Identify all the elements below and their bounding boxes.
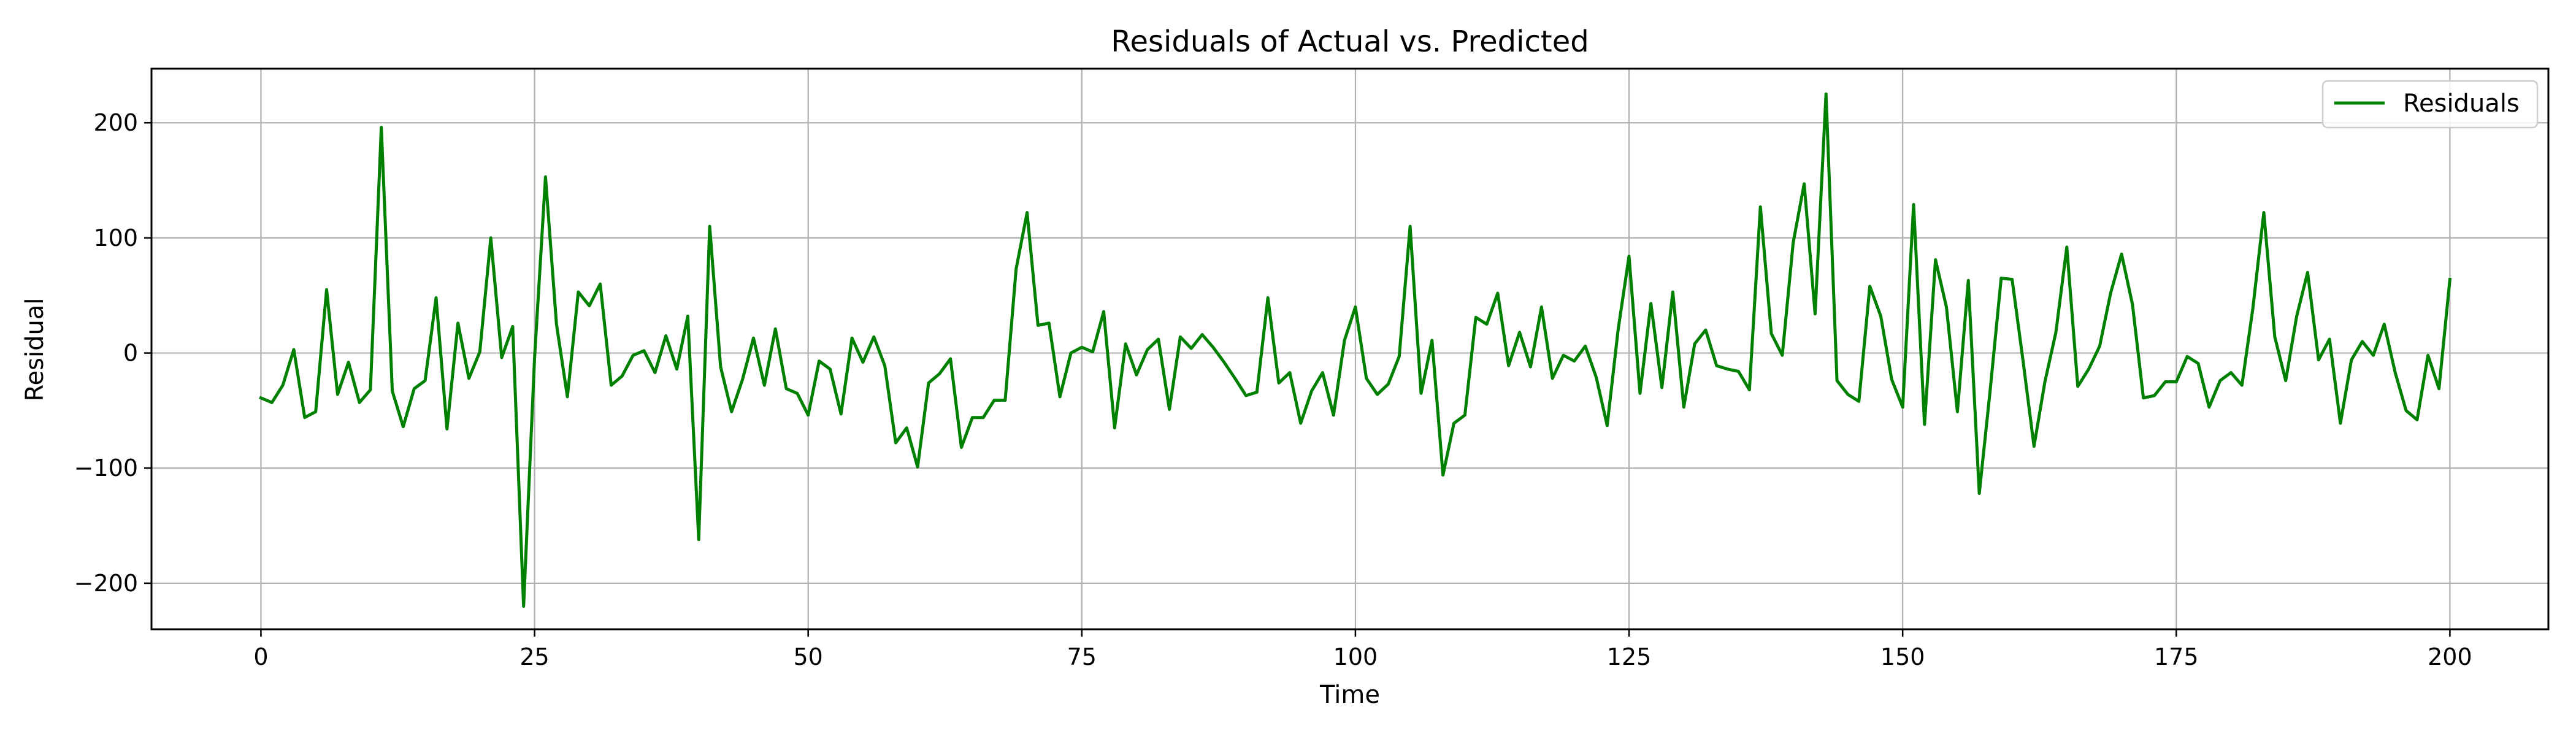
x-tick-label: 125 [1607, 643, 1652, 670]
chart-title: Residuals of Actual vs. Predicted [1111, 25, 1589, 59]
x-tick-label: 50 [794, 643, 823, 670]
x-tick-label: 75 [1067, 643, 1097, 670]
y-tick-label: −100 [74, 454, 138, 481]
y-tick-label: 100 [93, 224, 138, 251]
series-layer [259, 92, 2452, 608]
grid-lines [151, 69, 2548, 629]
legend-box [2321, 80, 2539, 129]
x-tick-label: 100 [1333, 643, 1378, 670]
y-tick-label: 0 [123, 340, 138, 367]
x-tick-label: 150 [1880, 643, 1925, 670]
x-tick-label: 200 [2428, 643, 2472, 670]
residuals-line [259, 92, 2452, 608]
x-tick-label: 175 [2154, 643, 2199, 670]
legend: Residuals [2321, 80, 2539, 129]
axis-ticks: 0 25 50 75 100 125 150 175 200 −200 −100 0 100 200 [74, 109, 2472, 670]
x-tick-label: 25 [519, 643, 549, 670]
y-tick-label: 200 [93, 109, 138, 136]
y-tick-label: −200 [74, 570, 138, 597]
x-axis-label: Time [1319, 681, 1380, 709]
x-tick-label: 0 [253, 643, 268, 670]
y-axis-label: Residual [21, 298, 49, 402]
legend-label: Residuals [2403, 90, 2520, 118]
plot-frame [150, 67, 2550, 631]
